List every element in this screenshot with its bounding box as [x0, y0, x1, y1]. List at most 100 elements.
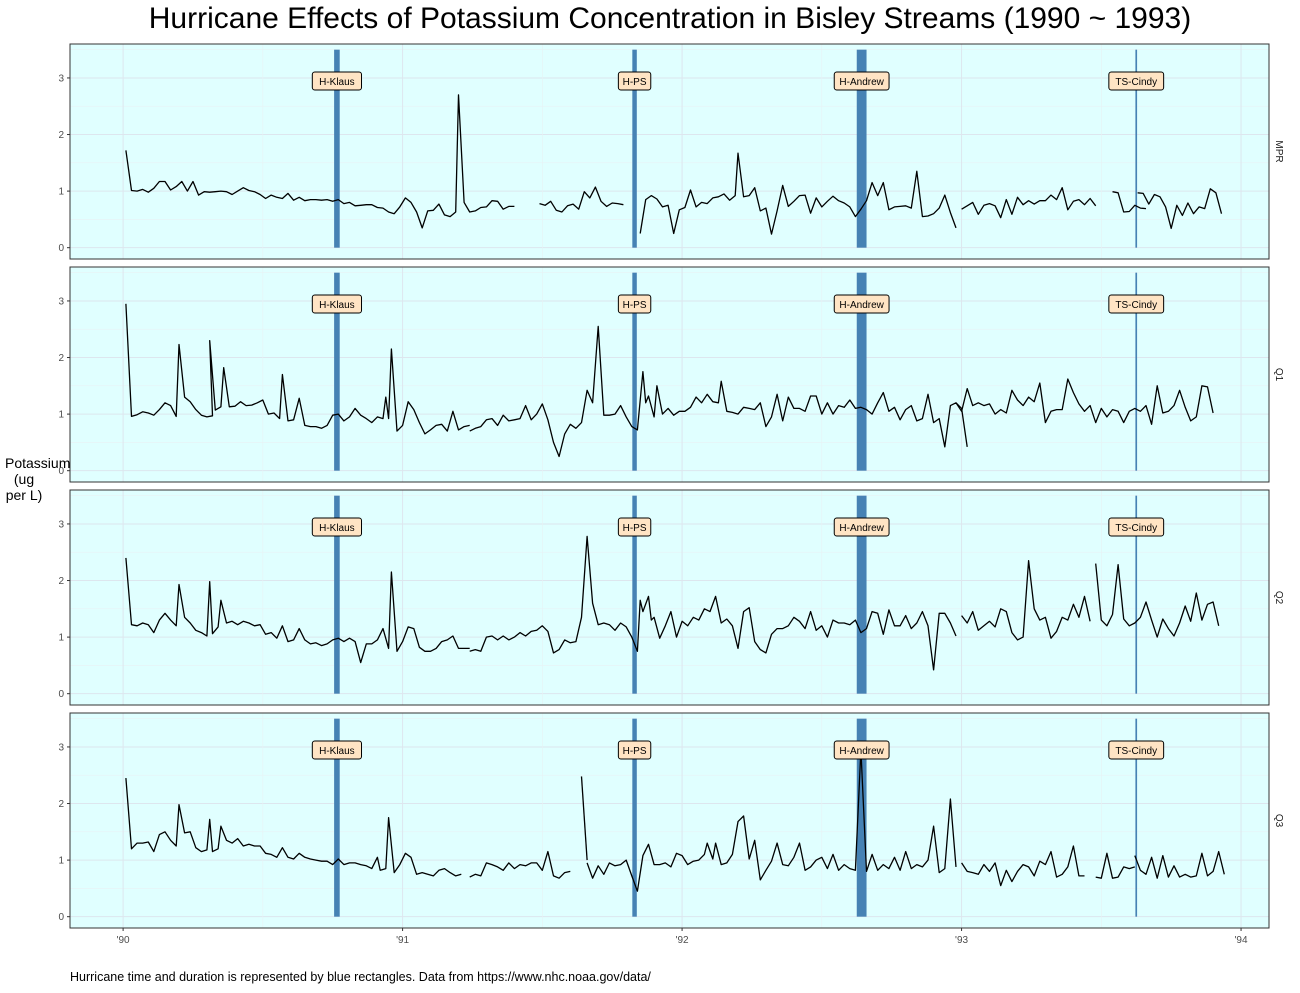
series-line-q1: [955, 378, 1214, 425]
panel-mpr: H-Klaus H-PS H-Andrew TS-Cindy 0 1 2 3 MPR: [58, 43, 1284, 260]
hurricane-label-box: [311, 294, 363, 314]
series-line-q2: [125, 557, 470, 664]
y-tick-label: 3: [58, 742, 64, 753]
x-tick-label: '93: [955, 935, 968, 946]
hurricane-label: H-PS: [623, 746, 647, 757]
series-line-q1: [469, 325, 968, 458]
panel-border: [69, 266, 1270, 483]
facet-strip-label: MPR: [1273, 140, 1284, 162]
panel-q3: H-Klaus H-PS H-Andrew TS-Cindy 0 1 2 3 Q3: [58, 712, 1284, 929]
hurricane-label-box: [1108, 517, 1165, 537]
hurricane-bar: [856, 495, 867, 694]
hurricane-bar: [856, 272, 867, 471]
series-line-q3: [1134, 850, 1225, 879]
y-tick-label: 1: [58, 633, 64, 644]
y-axis-title-line-2: (ug per L): [5, 471, 43, 503]
hurricane-bar: [632, 49, 637, 248]
y-tick-label: 0: [58, 689, 64, 700]
hurricane-label-box: [617, 294, 652, 314]
x-tick-label: '94: [1235, 935, 1248, 946]
hurricane-label: H-Klaus: [319, 300, 355, 311]
series-line-mpr: [125, 94, 515, 229]
hurricane-bar: [856, 49, 867, 248]
hurricane-label-box: [311, 71, 363, 91]
series-line-q3: [961, 845, 1085, 887]
panel-background: [70, 44, 1269, 259]
y-tick-label: 3: [58, 519, 64, 530]
x-tick-label: '91: [396, 935, 409, 946]
hurricane-label: H-PS: [623, 77, 647, 88]
hurricane-label-box: [1108, 294, 1165, 314]
panel-border: [69, 489, 1270, 706]
facet-strip-label: Q2: [1273, 591, 1284, 605]
hurricane-bar: [334, 495, 340, 694]
hurricane-label: H-Klaus: [319, 746, 355, 757]
panel-q1: H-Klaus H-PS H-Andrew TS-Cindy 0 1 2 3 Q1: [58, 266, 1284, 483]
panel-border: [69, 43, 1270, 260]
hurricane-label-box: [1108, 71, 1165, 91]
y-tick-label: 1: [58, 410, 64, 421]
facet-strip-label: Q1: [1273, 368, 1284, 382]
hurricane-label: TS-Cindy: [1115, 300, 1157, 311]
y-tick-label: 2: [58, 576, 64, 587]
hurricane-label-box: [617, 71, 652, 91]
hurricane-bar: [1135, 718, 1138, 917]
hurricane-label-box: [833, 740, 890, 760]
hurricane-label-box: [617, 517, 652, 537]
series-line-q3: [586, 749, 957, 892]
hurricane-label: H-PS: [623, 300, 647, 311]
series-line-q3: [580, 776, 588, 861]
panel-q2: H-Klaus H-PS H-Andrew TS-Cindy 0 1 2 3 Q2: [58, 489, 1284, 706]
hurricane-label: H-Andrew: [839, 746, 884, 757]
chart-title: Hurricane Effects of Potassium Concentra…: [148, 2, 1192, 35]
hurricane-label-box: [833, 71, 890, 91]
series-line-mpr: [1137, 188, 1223, 230]
series-line-mpr: [539, 186, 624, 213]
hurricane-label: H-PS: [623, 523, 647, 534]
y-tick-label: 2: [58, 799, 64, 810]
series-line-mpr: [1112, 191, 1147, 213]
y-tick-label: 2: [58, 130, 64, 141]
hurricane-bar: [334, 272, 340, 471]
hurricane-label-box: [833, 294, 890, 314]
hurricane-label-box: [617, 740, 652, 760]
y-tick-label: 3: [58, 73, 64, 84]
x-tick-label: '90: [117, 935, 130, 946]
y-tick-label: 0: [58, 912, 64, 923]
hurricane-label-box: [311, 517, 363, 537]
y-tick-label: 0: [58, 466, 64, 477]
x-tick-label: '92: [676, 935, 689, 946]
hurricane-label: H-Klaus: [319, 77, 355, 88]
y-tick-label: 1: [58, 856, 64, 867]
hurricane-label: TS-Cindy: [1115, 523, 1157, 534]
hurricane-label: H-Andrew: [839, 300, 884, 311]
hurricane-label-box: [833, 517, 890, 537]
hurricane-bar: [1135, 49, 1138, 248]
hurricane-label-box: [311, 740, 363, 760]
hurricane-bar: [632, 718, 637, 917]
hurricane-label-box: [1108, 740, 1165, 760]
y-tick-label: 2: [58, 353, 64, 364]
series-line-q2: [469, 535, 957, 671]
hurricane-bar: [632, 495, 637, 694]
hurricane-bar: [334, 49, 340, 248]
chart-caption: Hurricane time and duration is represent…: [70, 970, 651, 984]
series-line-q3: [469, 850, 571, 879]
hurricane-label: TS-Cindy: [1115, 746, 1157, 757]
panel-background: [70, 490, 1269, 705]
panel-border: [69, 712, 1270, 929]
y-tick-label: 3: [58, 296, 64, 307]
series-line-q3: [1095, 852, 1135, 879]
series-line-q1: [125, 303, 470, 435]
panel-background: [70, 267, 1269, 482]
y-tick-label: 0: [58, 243, 64, 254]
y-tick-label: 1: [58, 187, 64, 198]
series-line-mpr: [639, 152, 957, 235]
hurricane-bar: [1135, 272, 1138, 471]
hurricane-bar: [632, 272, 637, 471]
series-line-q2: [961, 560, 1091, 641]
series-line-q3: [125, 778, 462, 877]
hurricane-label: TS-Cindy: [1115, 77, 1157, 88]
series-line-q2: [1095, 563, 1220, 638]
